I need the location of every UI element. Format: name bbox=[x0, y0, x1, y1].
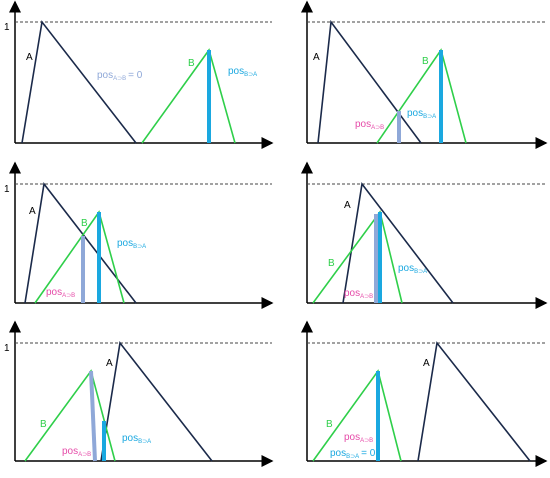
panel-2: A B posA⊃B posB⊃A bbox=[301, 0, 548, 149]
triangle-a-label: A bbox=[106, 358, 113, 369]
triangle-b-label: B bbox=[328, 258, 335, 269]
pos-a-in-b-label: posA⊃B bbox=[62, 446, 91, 458]
triangle-a-label: A bbox=[313, 52, 320, 63]
pos-subscript: A⊃B bbox=[360, 438, 373, 444]
one-label: 1 bbox=[4, 184, 10, 195]
pos-b-in-a-label: posB⊃A bbox=[407, 108, 436, 120]
triangle-a-label: A bbox=[29, 206, 36, 217]
triangle-a bbox=[317, 19, 422, 144]
pos-b-in-a-label: posB⊃A bbox=[117, 238, 146, 250]
triangle-a-label: A bbox=[344, 200, 351, 211]
pos-b-in-a-label: posB⊃A = 0 bbox=[330, 448, 376, 460]
pos-text: pos bbox=[122, 433, 138, 444]
pos-subscript: B⊃A bbox=[414, 269, 427, 275]
pos-subscript: A⊃B bbox=[78, 452, 91, 458]
panel-4: A B posA⊃B posB⊃A bbox=[301, 161, 548, 309]
pos-text: pos bbox=[398, 263, 414, 274]
eq-zero-text: = 0 bbox=[361, 448, 376, 459]
panel-3: 1 A B posA⊃B posB⊃A bbox=[4, 161, 274, 309]
triangle-a bbox=[417, 341, 531, 462]
pos-b-in-a-label: posB⊃A bbox=[398, 263, 427, 275]
one-label: 1 bbox=[4, 343, 10, 354]
triangle-b bbox=[312, 369, 402, 462]
pos-a-in-b-label: posA⊃B = 0 bbox=[97, 70, 143, 82]
pos-subscript: B⊃A bbox=[423, 114, 436, 120]
pos-text: pos bbox=[46, 287, 62, 298]
triangle-b-label: B bbox=[81, 218, 88, 229]
pos-text: pos bbox=[97, 70, 113, 81]
one-label: 1 bbox=[4, 22, 10, 33]
pos-a-in-b-bar bbox=[89, 370, 97, 462]
pos-text: pos bbox=[407, 108, 423, 119]
triangle-b-label: B bbox=[326, 419, 333, 430]
pos-text: pos bbox=[62, 446, 78, 457]
triangle-a bbox=[24, 182, 137, 304]
triangle-b-label: B bbox=[40, 419, 47, 430]
pos-subscript: A⊃B bbox=[62, 293, 75, 299]
pos-subscript: B⊃A bbox=[133, 244, 146, 250]
pos-subscript: A⊃B bbox=[113, 76, 126, 82]
pos-a-in-b-label: posA⊃B bbox=[344, 288, 373, 300]
pos-b-in-a-label: posB⊃A bbox=[228, 66, 257, 78]
pos-subscript: B⊃A bbox=[346, 454, 359, 460]
pos-subscript: A⊃B bbox=[371, 125, 384, 131]
pos-text: pos bbox=[330, 448, 346, 459]
triangle-a bbox=[100, 341, 213, 462]
panel-1: 1 A B posA⊃B = 0 posB⊃A bbox=[4, 0, 274, 149]
pos-a-in-b-label: posA⊃B bbox=[46, 287, 75, 299]
pos-text: pos bbox=[344, 432, 360, 443]
triangle-a-label: A bbox=[423, 358, 430, 369]
pos-subscript: A⊃B bbox=[360, 294, 373, 300]
eq-zero-text: = 0 bbox=[128, 70, 143, 81]
pos-text: pos bbox=[344, 288, 360, 299]
panel-6: A B posA⊃B posB⊃A = 0 bbox=[301, 320, 548, 467]
pos-b-in-a-label: posB⊃A bbox=[122, 433, 151, 445]
triangle-a-label: A bbox=[26, 52, 33, 63]
pos-text: pos bbox=[117, 238, 133, 249]
pos-a-in-b-label: posA⊃B bbox=[344, 432, 373, 444]
triangle-a bbox=[342, 182, 454, 304]
pos-subscript: B⊃A bbox=[244, 72, 257, 78]
triangle-b-label: B bbox=[188, 58, 195, 69]
pos-text: pos bbox=[355, 119, 371, 130]
pos-text: pos bbox=[228, 66, 244, 77]
triangle-a bbox=[21, 20, 137, 144]
pos-subscript: B⊃A bbox=[138, 439, 151, 445]
triangle-b-label: B bbox=[422, 56, 429, 67]
panel-5: 1 A B posA⊃B posB⊃A bbox=[4, 320, 274, 467]
pos-a-in-b-label: posA⊃B bbox=[355, 119, 384, 131]
